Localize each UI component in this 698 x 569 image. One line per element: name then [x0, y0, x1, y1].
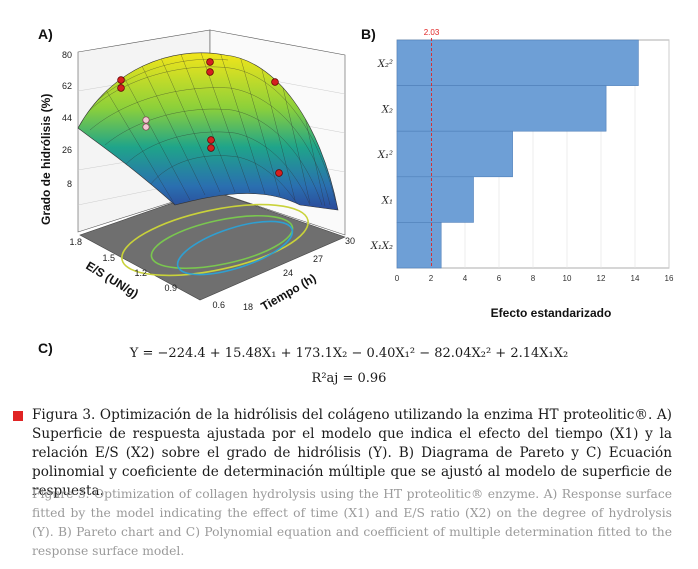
- pareto-bar-x1: [396, 176, 474, 223]
- y-axis-title: E/S (UN/g): [83, 259, 141, 301]
- pareto-bar-x1sq2: [396, 130, 513, 178]
- x-tick-30: 30: [345, 236, 355, 246]
- pareto-bar-x2: [396, 85, 607, 132]
- pareto-category-label: X₂²: [377, 59, 393, 70]
- caption-english: Figure 3. Optimization of collagen hydro…: [32, 487, 672, 558]
- panel-label-c: C): [38, 340, 53, 356]
- z-tick-62: 62: [62, 81, 72, 91]
- z-tick-44: 44: [62, 113, 72, 123]
- response-surface: [77, 52, 339, 211]
- z-axis-title: Grado de hidrólisis (%): [39, 94, 53, 225]
- pareto-x-tick: 16: [665, 274, 674, 283]
- pareto-x-tick: 6: [497, 274, 502, 283]
- pareto-x-axis-title: Efecto estandarizado: [491, 306, 612, 320]
- r-squared: R²aj = 0.96: [311, 371, 387, 386]
- pareto-category-label: X₂: [381, 104, 393, 115]
- pareto-x-tick: 4: [463, 274, 468, 283]
- floor-contours: [121, 203, 309, 277]
- y-tick-0.9: 0.9: [164, 283, 177, 293]
- pareto-category-label: X₁X₂: [370, 241, 393, 252]
- y-tick-1.5: 1.5: [102, 253, 115, 263]
- reference-line-label: 2.03: [424, 28, 440, 37]
- pareto-x-tick: 2: [429, 274, 434, 283]
- design-points: [117, 58, 283, 177]
- surface-mesh: [87, 52, 336, 207]
- y-tick-0.6: 0.6: [212, 300, 225, 310]
- pareto-chart: X₂² X₂ X₁² X₁ X₁X₂ 0 2 4 6 8 10 12 14 16 2.03 Efecto…: [370, 28, 674, 320]
- panel-label-a: A): [38, 26, 53, 42]
- polynomial-equation: Y = −224.4 + 15.48X₁ + 173.1X₂ − 0.40X₁²…: [129, 346, 569, 361]
- z-tick-80: 80: [62, 50, 72, 60]
- x-tick-18: 18: [243, 302, 253, 312]
- pareto-category-label: X₁: [381, 196, 393, 207]
- pareto-x-tick: 0: [395, 274, 400, 283]
- pareto-x-tick: 14: [631, 274, 640, 283]
- z-tick-26: 26: [62, 145, 72, 155]
- response-surface-plot: 80 62 44 26 8 0.6 0.9 1.2 1.5 1.8 18 24 …: [39, 29, 355, 314]
- x-tick-24: 24: [283, 268, 293, 278]
- panel-label-b: B): [361, 26, 376, 42]
- pareto-x-tick: 8: [531, 274, 536, 283]
- y-tick-1.2: 1.2: [134, 268, 147, 278]
- pareto-x-tick: 10: [563, 274, 572, 283]
- pareto-x-tick: 12: [597, 274, 606, 283]
- z-tick-8: 8: [67, 179, 72, 189]
- y-tick-1.8: 1.8: [69, 237, 82, 247]
- caption-marker: [13, 411, 23, 421]
- x-tick-27: 27: [313, 254, 323, 264]
- pareto-bar-x1x2: [396, 222, 442, 269]
- caption-spanish: Figura 3. Optimización de la hidrólisis …: [32, 407, 672, 499]
- pareto-bar-x2sq2: [396, 39, 639, 86]
- pareto-category-label: X₁²: [377, 150, 393, 161]
